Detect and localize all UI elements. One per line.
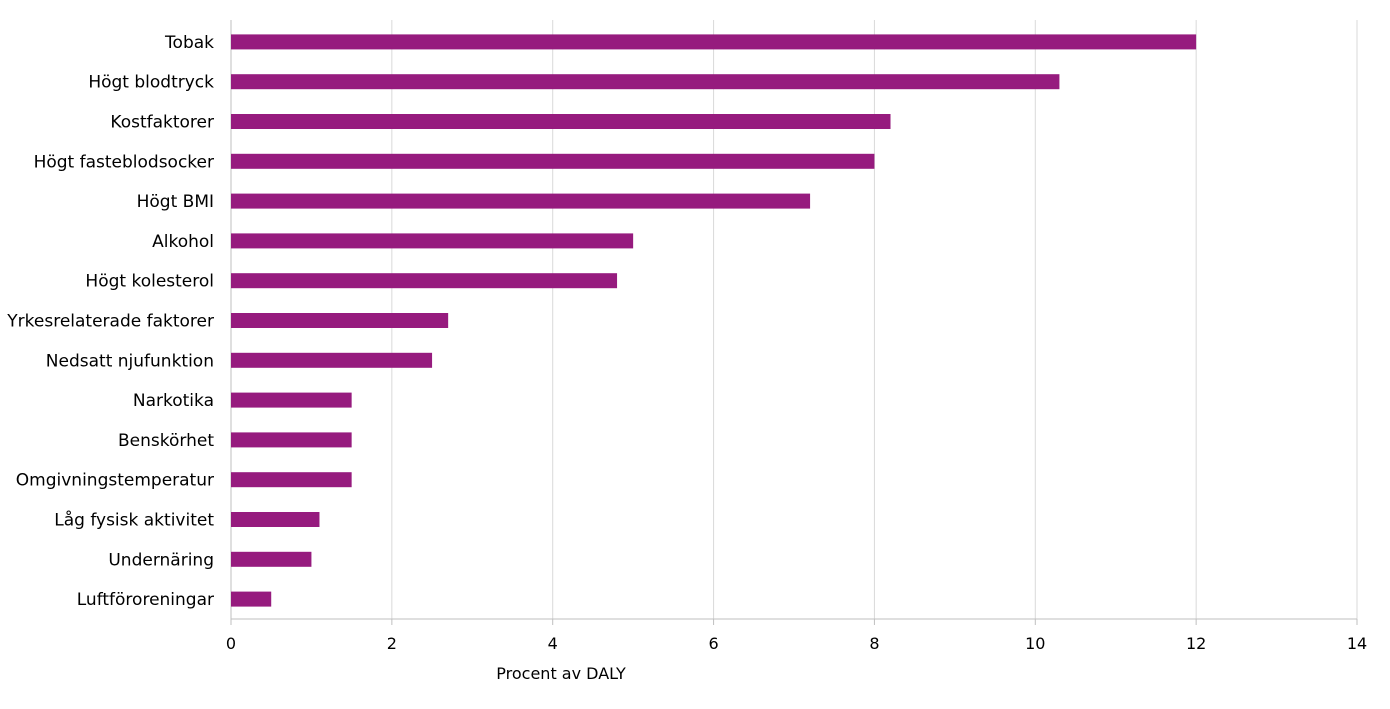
x-tick-label: 14 <box>1347 634 1367 653</box>
x-tick-label: 12 <box>1186 634 1206 653</box>
bar <box>231 472 352 488</box>
category-label: Yrkesrelaterade faktorer <box>6 312 214 332</box>
category-label: Luftföroreningar <box>77 590 214 610</box>
category-label: Undernäring <box>108 550 214 570</box>
category-label: Högt blodtryck <box>88 73 214 93</box>
x-axis-title: Procent av DALY <box>496 664 626 683</box>
category-label: Tobak <box>164 33 214 53</box>
bar <box>231 193 811 209</box>
bar <box>231 153 875 169</box>
category-label: Benskörhet <box>118 431 214 451</box>
x-tick-labels: 0 2 4 6 8 10 12 14 <box>226 634 1367 653</box>
category-labels: Tobak Högt blodtryck Kostfaktorer Högt fast… <box>6 33 214 610</box>
category-label: Högt BMI <box>137 192 214 212</box>
bar <box>231 233 634 249</box>
x-tick-label: 6 <box>708 634 718 653</box>
x-tick-label: 4 <box>548 634 558 653</box>
bar <box>231 273 618 289</box>
bars <box>231 34 1197 607</box>
category-label: Högt fasteblodsocker <box>34 152 214 172</box>
x-tick-label: 0 <box>226 634 236 653</box>
bar <box>231 551 312 567</box>
category-label: Låg fysisk aktivitet <box>54 510 214 531</box>
bar <box>231 352 433 368</box>
bar <box>231 591 272 607</box>
category-label: Omgivningstemperatur <box>16 471 214 491</box>
bar <box>231 74 1060 90</box>
x-tick-label: 10 <box>1025 634 1045 653</box>
bar <box>231 114 891 129</box>
bar <box>231 313 449 328</box>
category-label: Nedsatt njufunktion <box>46 351 214 371</box>
category-label: Högt kolesterol <box>85 272 214 292</box>
x-tick-label: 2 <box>387 634 397 653</box>
bar <box>231 34 1197 50</box>
x-tick-label: 8 <box>869 634 879 653</box>
category-label: Narkotika <box>133 391 214 411</box>
bar <box>231 392 352 408</box>
category-label: Kostfaktorer <box>110 113 214 133</box>
bar <box>231 432 352 448</box>
category-label: Alkohol <box>152 232 214 252</box>
bar <box>231 512 320 527</box>
